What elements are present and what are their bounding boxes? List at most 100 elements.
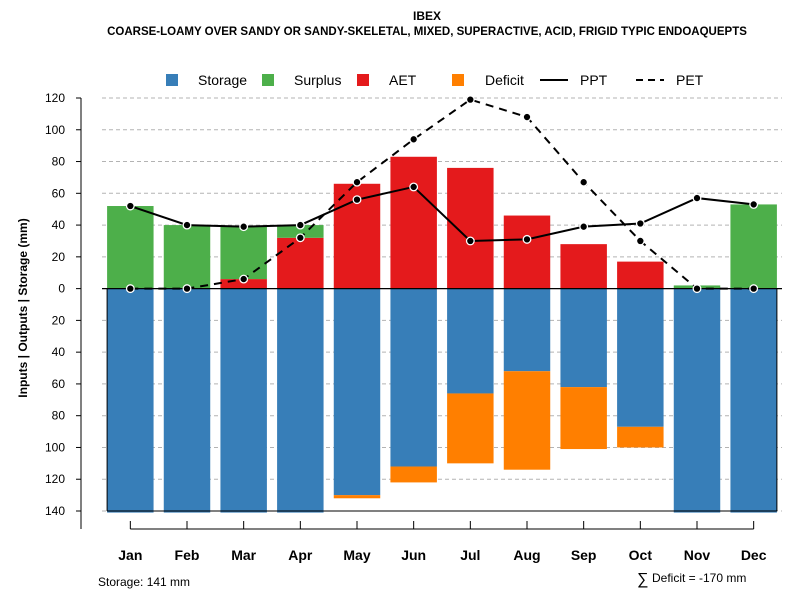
pet-point-oct: [635, 236, 645, 246]
ppt-point-sep: [579, 222, 589, 232]
ppt-line: [130, 185, 754, 242]
deficit-bar-oct: [617, 426, 664, 448]
y-tick-label: 20: [52, 313, 66, 327]
y-tick-label: 80: [52, 409, 66, 423]
chart-title: IBEX: [413, 9, 441, 23]
x-tick-label-oct: Oct: [629, 547, 653, 563]
aet-bar-mar: [220, 279, 267, 289]
x-tick-label-may: May: [343, 547, 370, 563]
storage-bar-jan: [107, 288, 154, 513]
ppt-point-jan: [125, 201, 135, 211]
y-tick-label: 60: [52, 186, 66, 200]
legend-label-deficit: Deficit: [485, 72, 524, 88]
legend: Storage Surplus AET Deficit PPT PET: [166, 72, 704, 88]
x-tick-label-sep: Sep: [571, 547, 597, 563]
aet-bar-apr: [277, 237, 324, 289]
x-tick-label-feb: Feb: [175, 547, 200, 563]
aet-bar-sep: [560, 244, 607, 289]
legend-label-ppt: PPT: [580, 72, 608, 88]
storage-bar-may: [333, 288, 381, 496]
pet-point-aug: [522, 112, 532, 122]
storage-bar-oct: [617, 288, 664, 427]
storage-bar-sep: [560, 288, 607, 388]
ppt-point-apr: [295, 220, 305, 230]
deficit-bar-may: [333, 495, 381, 499]
storage-bar-mar: [220, 288, 267, 513]
surplus-bar-dec: [730, 204, 777, 289]
pet-point-may: [352, 177, 362, 187]
storage-bar-aug: [503, 288, 551, 372]
storage-bar-jul: [447, 288, 494, 394]
x-tick-label-jul: Jul: [460, 547, 480, 563]
surplus-bar-mar: [220, 226, 267, 280]
deficit-bar-sep: [560, 387, 607, 450]
deficit-bar-jun: [390, 466, 437, 483]
surplus-bar-feb: [163, 225, 211, 289]
ppt-point-jun: [409, 182, 419, 192]
legend-label-aet: AET: [389, 72, 417, 88]
y-tick-label: 40: [52, 218, 66, 232]
ppt-point-feb: [182, 220, 192, 230]
pet-point-sep: [579, 177, 589, 187]
pet-point-jan: [125, 284, 135, 294]
aet-bar-jun: [390, 156, 437, 289]
legend-swatch-deficit: [452, 74, 464, 86]
deficit-bar-aug: [503, 371, 551, 470]
y-axis-label: Inputs | Outputs | Storage (mm): [16, 218, 30, 397]
legend-swatch-surplus: [262, 74, 274, 86]
x-tick-label-jan: Jan: [118, 547, 142, 563]
surplus-bar-jan: [107, 206, 154, 289]
storage-bar-nov: [673, 288, 721, 513]
ppt-point-aug: [522, 234, 532, 244]
y-tick-label: 0: [58, 282, 65, 296]
legend-swatch-aet: [357, 74, 369, 86]
aet-bar-jul: [447, 167, 494, 289]
pet-point-jun: [409, 134, 419, 144]
ppt-point-may: [352, 195, 362, 205]
deficit-bar-jul: [447, 393, 494, 464]
ppt-point-oct: [635, 219, 645, 228]
x-tick-label-dec: Dec: [741, 547, 767, 563]
y-tick-label: 20: [52, 250, 66, 264]
legend-label-surplus: Surplus: [294, 72, 341, 88]
ppt-point-jul: [465, 236, 475, 246]
storage-annotation: Storage: 141 mm: [98, 575, 190, 589]
bars: [107, 156, 777, 513]
storage-bar-feb: [163, 288, 211, 513]
legend-label-storage: Storage: [198, 72, 247, 88]
x-tick-label-mar: Mar: [231, 547, 256, 563]
ppt-point-nov: [692, 193, 702, 203]
pet-point-apr: [295, 233, 305, 243]
y-tick-label: 100: [45, 123, 65, 137]
ppt-point-dec: [749, 199, 759, 209]
aet-bar-aug: [503, 215, 551, 289]
storage-bar-jun: [390, 288, 437, 467]
y-tick-label: 140: [45, 504, 65, 518]
pet-point-feb: [182, 284, 192, 294]
deficit-sum-symbol: ∑: [637, 571, 648, 588]
pet-point-jul: [465, 95, 475, 105]
pet-point-nov: [692, 284, 702, 294]
y-tick-label: 40: [52, 345, 66, 359]
surplus-bar-apr: [277, 225, 324, 238]
x-tick-label-jun: Jun: [401, 547, 426, 563]
legend-swatch-storage: [166, 74, 178, 86]
x-tick-label-nov: Nov: [684, 547, 711, 563]
axes: 120 100 80 60 40 20 0 20 40 60 80 100 120 140 Jan Feb Ma…: [45, 91, 782, 563]
storage-bar-apr: [277, 288, 324, 513]
legend-label-pet: PET: [676, 72, 704, 88]
y-tick-label: 120: [45, 91, 65, 105]
pet-point-mar: [239, 274, 249, 284]
ppt-point-mar: [239, 222, 249, 232]
y-tick-label: 100: [45, 440, 65, 454]
chart-subtitle: COARSE-LOAMY OVER SANDY OR SANDY-SKELETA…: [107, 26, 747, 38]
deficit-annotation: Deficit = -170 mm: [652, 571, 746, 585]
y-tick-label: 120: [45, 472, 65, 486]
series-lines: [125, 95, 759, 294]
x-tick-label-aug: Aug: [513, 547, 540, 563]
x-tick-label-apr: Apr: [288, 547, 313, 563]
y-tick-label: 60: [52, 377, 66, 391]
pet-point-dec: [749, 284, 759, 294]
aet-bar-oct: [617, 261, 664, 289]
